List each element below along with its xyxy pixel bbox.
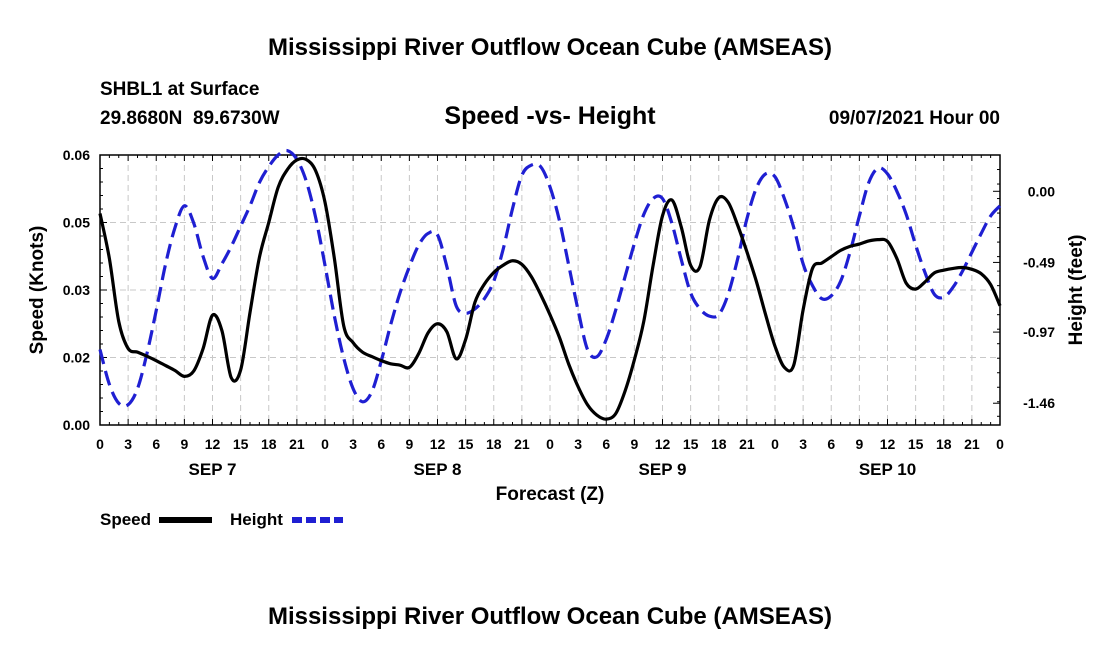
date-label: SEP 10 <box>859 460 916 479</box>
date-label: SEP 7 <box>189 460 237 479</box>
x-tick-label: 12 <box>430 436 446 452</box>
x-tick-label: 15 <box>908 436 924 452</box>
y-axis-left: 0.00 0.02 0.03 0.05 0.06 <box>63 147 107 433</box>
y-tick-label: 0.03 <box>63 282 90 298</box>
top-title: Mississippi River Outflow Ocean Cube (AM… <box>268 34 832 61</box>
x-tick-label: 0 <box>546 436 554 452</box>
series-group <box>98 148 1002 421</box>
x-tick-label: 9 <box>180 436 188 452</box>
x-tick-label: 21 <box>514 436 530 452</box>
x-tick-label: 3 <box>349 436 357 452</box>
x-tick-label: 21 <box>739 436 755 452</box>
station-label: SHBL1 at Surface <box>100 79 259 100</box>
y2-tick-label: -0.97 <box>1023 324 1055 340</box>
x-tick-label: 6 <box>152 436 160 452</box>
x-tick-label: 0 <box>96 436 104 452</box>
x-tick-label: 18 <box>711 436 727 452</box>
x-tick-label: 18 <box>486 436 502 452</box>
x-tick-label: 6 <box>827 436 835 452</box>
x-tick-label: 0 <box>321 436 329 452</box>
location-label: 29.8680N 89.6730W <box>100 108 280 129</box>
x-tick-label: 18 <box>936 436 952 452</box>
x-tick-label: 21 <box>964 436 980 452</box>
chart-title: Speed -vs- Height <box>444 102 656 130</box>
grid <box>100 155 1000 425</box>
y-tick-label: 0.05 <box>63 215 90 231</box>
x-tick-label: 6 <box>377 436 385 452</box>
y-tick-label: 0.02 <box>63 350 90 366</box>
y-axis-right: 0.00 -0.49 -0.97 -1.46 <box>993 169 1055 417</box>
x-tick-label: 12 <box>655 436 671 452</box>
x-tick-label: 15 <box>233 436 249 452</box>
x-tick-label: 12 <box>205 436 221 452</box>
legend: Speed Height <box>100 510 343 529</box>
x-tick-label: 6 <box>602 436 610 452</box>
y2-axis-label: Height (feet) <box>1066 235 1087 346</box>
x-tick-label: 0 <box>771 436 779 452</box>
series-line-speed <box>98 156 1002 421</box>
x-axis: 0 3 6 9 12 15 18 21 0 3 6 9 12 15 18 21 0 3 6 9 12 15 18 21 0 3 6 9… <box>96 155 1004 479</box>
y2-tick-label: -1.46 <box>1023 395 1055 411</box>
datetime-label: 09/07/2021 Hour 00 <box>829 108 1000 129</box>
x-tick-label: 3 <box>799 436 807 452</box>
x-tick-label: 9 <box>630 436 638 452</box>
x-tick-label: 9 <box>405 436 413 452</box>
x-tick-label: 12 <box>880 436 896 452</box>
y-tick-label: 0.00 <box>63 417 90 433</box>
x-tick-label: 15 <box>458 436 474 452</box>
y-tick-label: 0.06 <box>63 147 90 163</box>
y2-tick-label: 0.00 <box>1028 183 1055 199</box>
legend-speed-label: Speed <box>100 510 151 529</box>
x-tick-label: 0 <box>996 436 1004 452</box>
series-line-height <box>98 148 1002 408</box>
x-tick-label: 15 <box>683 436 699 452</box>
legend-height-label: Height <box>230 510 283 529</box>
x-tick-label: 18 <box>261 436 277 452</box>
y2-tick-label: -0.49 <box>1023 254 1055 270</box>
date-label: SEP 9 <box>639 460 687 479</box>
x-tick-label: 21 <box>289 436 305 452</box>
y-axis-label: Speed (Knots) <box>27 226 48 355</box>
date-label: SEP 8 <box>414 460 462 479</box>
bottom-title: Mississippi River Outflow Ocean Cube (AM… <box>268 603 832 630</box>
x-axis-label: Forecast (Z) <box>496 484 605 505</box>
x-tick-label: 9 <box>855 436 863 452</box>
x-tick-label: 3 <box>124 436 132 452</box>
x-tick-label: 3 <box>574 436 582 452</box>
